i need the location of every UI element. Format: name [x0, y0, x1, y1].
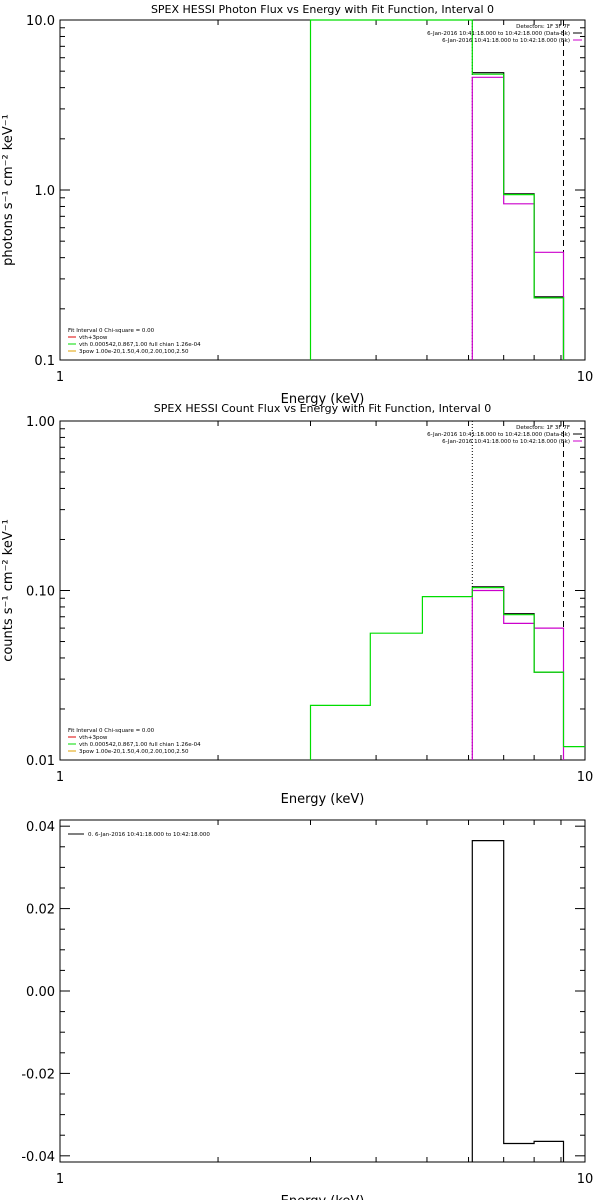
legend-left-text: 3pow 1.00e-20,1.50,4.00,2.00,100,2.50 [79, 349, 189, 355]
y-tick-label: 0.10 [26, 585, 55, 600]
plot-frame [59, 420, 586, 761]
y-tick-label: 0.04 [26, 820, 55, 835]
x-axis-label: Energy (keV) [281, 792, 365, 807]
x-axis-label: Energy (keV) [281, 392, 365, 407]
series-line [471, 839, 565, 1162]
x-tick-label: 10 [577, 370, 594, 385]
legend-right-text: Detectors: 1F 3F 7F [516, 425, 570, 431]
series-line [471, 76, 565, 360]
legend-left-text: vth 0.000542,0.867,1.00 full chian 1.26e… [79, 742, 201, 748]
legend-right-text: 6-Jan-2016 10:41:18.000 to 10:42:18.000 … [427, 432, 570, 438]
x-tick-label: 10 [577, 770, 594, 785]
series-line [309, 19, 565, 360]
y-tick-label: 0.00 [26, 985, 55, 1000]
legend-left-text: 3pow 1.00e-20,1.50,4.00,2.00,100,2.50 [79, 749, 189, 755]
chart-title: SPEX HESSI Count Flux vs Energy with Fit… [154, 402, 491, 415]
x-axis-label: Energy (keV) [281, 1194, 365, 1200]
plot-frame [59, 19, 586, 361]
legend-left-text: vth+3pow [79, 735, 108, 741]
series-line [472, 586, 564, 673]
y-axis-label: photons s⁻¹ cm⁻² keV⁻¹ [1, 114, 16, 266]
legend-right-text: 6-Jan-2016 10:41:18.000 to 10:42:18.000 … [442, 38, 570, 44]
plot-frame [59, 819, 586, 1163]
x-tick-label: 1 [56, 1172, 64, 1187]
y-tick-label: -0.04 [21, 1150, 55, 1165]
x-tick-label: 1 [56, 370, 64, 385]
series-line [309, 586, 585, 760]
series-line [471, 589, 565, 760]
x-tick-label: 10 [577, 1172, 594, 1187]
y-tick-label: 0.01 [26, 754, 55, 769]
legend-right-text: 6-Jan-2016 10:41:18.000 to 10:42:18.000 … [442, 439, 570, 445]
legend-left-text: 0. 6-Jan-2016 10:41:18.000 to 10:42:18.0… [88, 832, 210, 838]
y-tick-label: 0.1 [34, 354, 55, 369]
chart-panel-3: 1 10 Energy (keV) -0.04 -0.02 0.00 0.02 0.04 0. … [21, 819, 594, 1200]
legend-right-text: 6-Jan-2016 10:41:18.000 to 10:42:18.000 … [427, 31, 570, 37]
chart-title: SPEX HESSI Photon Flux vs Energy with Fi… [151, 3, 494, 16]
chart-panel-2: SPEX HESSI Count Flux vs Energy with Fit… [1, 402, 593, 807]
series-line [472, 72, 565, 360]
x-tick-label: 1 [56, 770, 64, 785]
y-tick-label: 1.0 [34, 184, 55, 199]
y-tick-label: 1.00 [26, 415, 55, 430]
legend-left-text: vth+3pow [79, 335, 108, 341]
y-tick-label: 0.02 [26, 903, 55, 918]
legend-left-text: Fit Interval 0 Chi-square = 0.00 [68, 728, 155, 734]
legend-left-text: Fit Interval 0 Chi-square = 0.00 [68, 328, 155, 334]
chart-panel-1: SPEX HESSI Photon Flux vs Energy with Fi… [1, 3, 593, 407]
legend-left-text: vth 0.000542,0.867,1.00 full chian 1.26e… [79, 342, 201, 348]
legend-right-text: Detectors: 1F 3F 7F [516, 24, 570, 30]
y-tick-label: -0.02 [21, 1067, 55, 1082]
y-tick-label: 10.0 [26, 14, 55, 29]
y-axis-label: counts s⁻¹ cm⁻² keV⁻¹ [1, 519, 16, 662]
